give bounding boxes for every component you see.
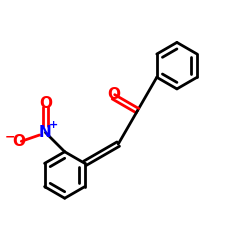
Text: O: O xyxy=(12,134,25,149)
Text: O: O xyxy=(39,96,52,111)
Text: N: N xyxy=(39,125,52,140)
Text: +: + xyxy=(49,120,58,130)
Text: −: − xyxy=(5,131,16,144)
Text: O: O xyxy=(107,87,120,102)
